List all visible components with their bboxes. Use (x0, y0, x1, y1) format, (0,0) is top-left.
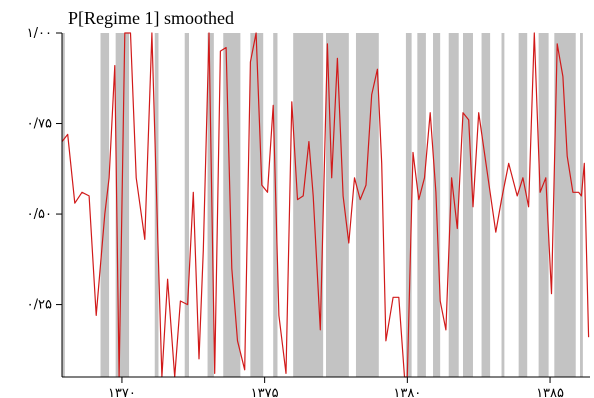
regime-band-7 (223, 33, 241, 377)
regime-band-18 (481, 33, 491, 377)
axes-frame (61, 33, 590, 378)
regime-band-5 (184, 33, 190, 377)
regime-band-13 (405, 33, 412, 377)
y-tick-label-4: ۰/۲۵ (27, 298, 52, 313)
y-tick-label-1: ۱/۰۰ (27, 26, 52, 41)
regime-band-11 (326, 33, 349, 377)
x-tick-label-2: ۱۳۷۵ (251, 386, 279, 398)
series-line-1 (61, 32, 590, 378)
x-axis: ۱۳۷۰ ۱۳۷۵ ۱۳۸۰ ۱۳۸۵ (108, 377, 564, 398)
regime-band-8 (250, 33, 264, 377)
regime-band-2 (100, 33, 110, 377)
y-tick-label-3: ۰/۵۰ (27, 207, 52, 222)
chart-title: P[Regime 1] smoothed (68, 8, 234, 28)
y-axis: ۱/۰۰ ۰/۷۵ ۰/۵۰ ۰/۲۵ (27, 26, 62, 313)
y-tick-label-2: ۰/۷۵ (27, 117, 52, 132)
x-tick-label-3: ۱۳۸۰ (393, 386, 421, 398)
regime-band-23 (580, 33, 583, 377)
x-tick-label-4: ۱۳۸۵ (536, 386, 564, 398)
regime-band-12 (355, 33, 379, 377)
regime-band-1 (62, 33, 65, 377)
x-tick-label-1: ۱۳۷۰ (108, 386, 136, 398)
regime-band-10 (293, 33, 324, 377)
regime-band-6 (207, 33, 214, 377)
regime-bands (62, 33, 583, 377)
regime-band-19 (501, 33, 505, 377)
regime-band-21 (538, 33, 549, 377)
regime-band-16 (448, 33, 459, 377)
regime-band-22 (554, 33, 576, 377)
regime-band-20 (518, 33, 528, 377)
regime-band-17 (462, 33, 473, 377)
regime-band-14 (417, 33, 426, 377)
series-group (61, 32, 590, 378)
